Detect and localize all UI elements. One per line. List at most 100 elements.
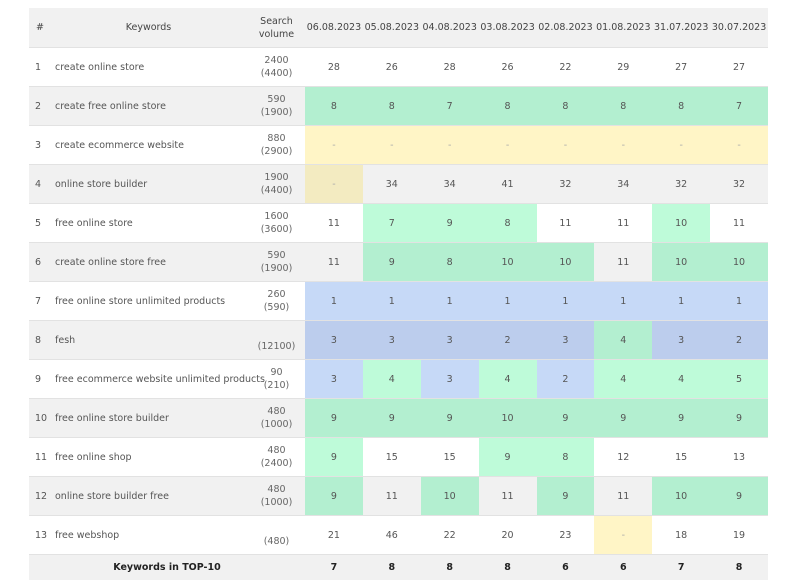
position-cell: 1 [362, 281, 421, 321]
table-row[interactable]: 3 create ecommerce website 880 (2900) - - - - - -… [29, 125, 768, 165]
keyword-cell[interactable]: free online shop [49, 437, 248, 477]
position-cell: 2 [710, 320, 768, 360]
position-cell: 9 [362, 398, 421, 438]
position-cell: 11 [710, 203, 768, 243]
search-volume-total: (1000) [260, 497, 293, 508]
position-cell: 3 [305, 359, 363, 399]
table-row[interactable]: 8 fesh (12100) 3 3 3 2 3 4 3 2 [29, 320, 768, 360]
position-cell: 22 [536, 47, 595, 87]
footer-count: 6 [536, 554, 595, 580]
position-cell: 11 [594, 242, 653, 282]
position-cell: 10 [652, 242, 711, 282]
search-volume: 1600 [264, 211, 289, 222]
header-date[interactable]: 02.08.2023 [536, 8, 595, 48]
header-num[interactable]: # [29, 8, 49, 48]
table-row[interactable]: 10 free online store builder 480 (1000) 9 9 9 1… [29, 398, 768, 438]
keyword-cell[interactable]: fesh [49, 320, 248, 360]
keyword-rankings-table: # Keywords Search volume 06.08.2023 05.08… [29, 8, 768, 580]
table-row[interactable]: 13 free webshop (480) 21 46 22 20 23-18 19 [29, 515, 768, 555]
position-cell: 8 [420, 242, 479, 282]
keyword-cell[interactable]: online store builder free [49, 476, 248, 516]
header-search-volume[interactable]: Search volume [248, 8, 305, 48]
search-volume: 2400 [264, 55, 289, 66]
table-row[interactable]: 12 online store builder free 480 (1000) 9 11 1… [29, 476, 768, 516]
search-volume [248, 327, 305, 340]
header-date[interactable]: 31.07.2023 [652, 8, 711, 48]
position-cell: 41 [478, 164, 537, 204]
position-cell: - [594, 125, 653, 165]
table-row[interactable]: 6 create online store free 590 (1900) 11 9 8 10… [29, 242, 768, 282]
position-cell: - [305, 125, 363, 165]
search-volume-total: (1900) [260, 107, 293, 118]
position-cell: 9 [536, 398, 595, 438]
keyword-cell[interactable]: free webshop [49, 515, 248, 555]
position-cell: 34 [420, 164, 479, 204]
keyword-cell[interactable]: free online store [49, 203, 248, 243]
position-cell: 3 [420, 359, 479, 399]
keyword-cell[interactable]: free ecommerce website unlimited product… [49, 359, 265, 399]
position-cell: 21 [305, 515, 363, 555]
row-number: 5 [29, 203, 49, 243]
position-cell: 1 [478, 281, 537, 321]
position-cell: 9 [652, 398, 711, 438]
header-keywords[interactable]: Keywords [49, 8, 248, 48]
position-cell: 3 [420, 320, 479, 360]
position-cell: 3 [305, 320, 363, 360]
search-volume: 590 [267, 250, 286, 261]
keyword-cell[interactable]: create online store free [49, 242, 248, 282]
keyword-cell[interactable]: create ecommerce website [49, 125, 248, 165]
table-row[interactable]: 9 free ecommerce website unlimited produc… [29, 359, 768, 399]
position-cell: 10 [652, 476, 711, 516]
position-cell: 4 [594, 359, 653, 399]
search-volume-total: (4400) [260, 68, 293, 79]
table-row[interactable]: 5 free online store 1600 (3600) 11 7 9 8 11 11 10 1… [29, 203, 768, 243]
position-cell: 46 [362, 515, 421, 555]
keyword-cell[interactable]: free online store builder [49, 398, 248, 438]
keyword-cell[interactable]: online store builder [49, 164, 248, 204]
header-date[interactable]: 05.08.2023 [362, 8, 421, 48]
position-cell: - [652, 125, 711, 165]
row-number: 11 [29, 437, 49, 477]
footer-count: 8 [710, 554, 768, 580]
row-number: 7 [29, 281, 49, 321]
header-date[interactable]: 01.08.2023 [594, 8, 653, 48]
table-row[interactable]: 4 online store builder 1900 (4400) -34 34 41 32… [29, 164, 768, 204]
position-cell: 1 [305, 281, 363, 321]
header-volume-line2: volume [258, 28, 295, 40]
table-row[interactable]: 7 free online store unlimited products 260… [29, 281, 768, 321]
position-cell: 11 [594, 203, 653, 243]
position-cell: 8 [478, 86, 537, 126]
position-cell: 28 [305, 47, 363, 87]
position-cell: 9 [305, 476, 363, 516]
position-cell: 9 [536, 476, 595, 516]
footer-label: Keywords in TOP-10 [29, 554, 305, 580]
position-cell: 34 [594, 164, 653, 204]
position-cell: 26 [362, 47, 421, 87]
search-volume-total: (4400) [260, 185, 293, 196]
header-date[interactable]: 30.07.2023 [710, 8, 768, 48]
keyword-cell[interactable]: create free online store [49, 86, 248, 126]
search-volume: 880 [267, 133, 286, 144]
table-row[interactable]: 2 create free online store 590 (1900) 8 8 7 8 8 8… [29, 86, 768, 126]
keyword-cell[interactable]: free online store unlimited products [49, 281, 248, 321]
position-cell: 11 [305, 242, 363, 282]
position-cell: 8 [594, 86, 653, 126]
header-date[interactable]: 06.08.2023 [305, 8, 363, 48]
table-row[interactable]: 1 create online store 2400 (4400) 28 26 28 26 22… [29, 47, 768, 87]
position-cell: 11 [536, 203, 595, 243]
row-number: 1 [29, 47, 49, 87]
position-cell: 9 [710, 476, 768, 516]
footer-row: Keywords in TOP-10 7 8 8 8 6 6 7 8 [29, 554, 768, 580]
position-cell: 12 [594, 437, 653, 477]
row-number: 12 [29, 476, 49, 516]
row-number: 3 [29, 125, 49, 165]
search-volume-cell: 260 (590) [248, 281, 305, 321]
header-date[interactable]: 04.08.2023 [420, 8, 479, 48]
header-date[interactable]: 03.08.2023 [478, 8, 537, 48]
table-row[interactable]: 11 free online shop 480 (2400) 9 15 15 9 8 12 15 13 [29, 437, 768, 477]
search-volume: 1900 [264, 172, 289, 183]
row-number: 4 [29, 164, 49, 204]
position-cell: - [710, 125, 768, 165]
keyword-cell[interactable]: create online store [49, 47, 248, 87]
footer-count: 6 [594, 554, 653, 580]
